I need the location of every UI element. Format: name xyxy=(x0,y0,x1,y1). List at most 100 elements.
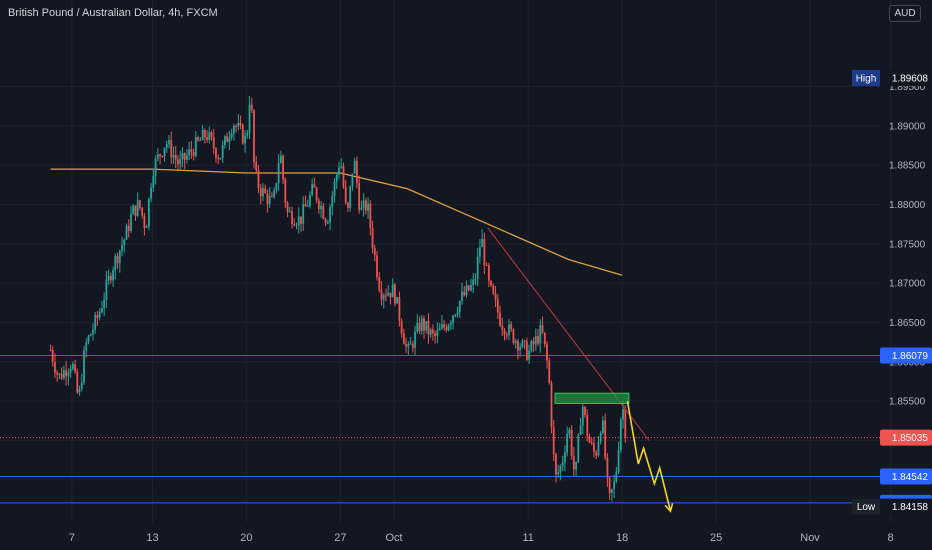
candle-body xyxy=(483,238,486,265)
candle-body xyxy=(132,205,135,215)
candle xyxy=(499,305,501,328)
price-axis-background xyxy=(880,0,932,550)
candle-body xyxy=(382,295,385,300)
candle xyxy=(141,207,144,220)
candle-body xyxy=(87,336,90,343)
candle-body xyxy=(523,340,526,342)
candle-body xyxy=(194,137,197,157)
candle xyxy=(423,315,425,340)
candle-body xyxy=(405,344,407,347)
candle-body xyxy=(496,299,499,313)
candle-body xyxy=(226,136,229,143)
currency-button[interactable]: AUD xyxy=(889,5,921,22)
low-label-bg xyxy=(852,498,880,515)
candle-body xyxy=(186,155,188,160)
candle-body xyxy=(534,335,537,345)
candle-body xyxy=(355,160,358,184)
candle-body xyxy=(80,382,83,390)
candle xyxy=(268,187,271,209)
y-tick-label: 1.86500 xyxy=(889,318,926,329)
candle-body xyxy=(613,481,616,490)
candle-body xyxy=(147,198,150,227)
candle-body xyxy=(125,225,128,240)
candle xyxy=(152,168,155,192)
candle xyxy=(71,361,74,371)
candle-body xyxy=(369,203,372,228)
candle xyxy=(107,269,110,285)
candle-body xyxy=(163,147,166,157)
candle xyxy=(201,125,204,141)
candle xyxy=(440,314,443,330)
candle xyxy=(617,441,620,474)
candle-body xyxy=(309,194,311,206)
candle-body xyxy=(340,166,343,168)
candle xyxy=(69,364,72,378)
candle xyxy=(420,315,423,335)
candle xyxy=(259,183,262,205)
candle-body xyxy=(257,170,260,188)
candle-body xyxy=(465,285,468,296)
time-axis[interactable]: 7 13 20 27 Oct 11 18 25 Nov 8 xyxy=(69,532,894,544)
candle xyxy=(449,320,452,330)
low-value: 1.84158 xyxy=(892,502,929,513)
candle-body xyxy=(322,206,325,219)
price-badge-bg xyxy=(880,347,932,364)
candle xyxy=(219,157,222,160)
moving-average xyxy=(50,168,623,276)
candle-body xyxy=(394,284,396,304)
candle xyxy=(523,339,526,350)
candle xyxy=(123,238,126,253)
candle xyxy=(570,425,573,460)
candle-body xyxy=(203,129,206,138)
candle-body xyxy=(499,312,501,326)
candle xyxy=(190,140,193,159)
candle xyxy=(183,152,186,170)
candle xyxy=(212,128,215,154)
high-label-bg xyxy=(852,70,880,87)
candle xyxy=(49,344,52,352)
candle-body xyxy=(519,346,522,351)
candle xyxy=(235,123,238,133)
annotations xyxy=(487,227,674,513)
candle-body xyxy=(333,181,336,196)
candle xyxy=(74,359,76,374)
candle-body xyxy=(275,183,278,191)
current-price-badge: 1.85035 xyxy=(880,429,932,446)
candle xyxy=(279,150,282,164)
candle xyxy=(525,337,528,361)
candle xyxy=(206,130,208,143)
x-tick-label: 25 xyxy=(710,532,722,544)
candle xyxy=(414,326,416,356)
candle-body xyxy=(387,292,390,296)
candle xyxy=(619,417,622,454)
candle xyxy=(606,453,609,487)
candle-body xyxy=(51,350,54,363)
candle-body xyxy=(584,406,586,416)
candle xyxy=(174,145,177,168)
high-price-badge: High 1.89608 xyxy=(852,70,932,87)
candle-body xyxy=(555,454,557,475)
candle xyxy=(432,324,434,341)
candle xyxy=(378,272,381,293)
candle xyxy=(613,474,616,498)
candle-body xyxy=(183,153,186,160)
candle-body xyxy=(564,452,566,463)
candle xyxy=(221,140,224,164)
candle xyxy=(490,279,492,288)
candle xyxy=(519,343,522,357)
candle-body xyxy=(230,133,233,138)
candle-body xyxy=(432,329,434,334)
candle-body xyxy=(170,140,173,158)
candle-body xyxy=(539,325,542,344)
candle-body xyxy=(123,239,126,246)
symbol-title[interactable]: British Pound / Australian Dollar, 4h, F… xyxy=(8,7,218,19)
candle xyxy=(593,436,595,458)
candle-body xyxy=(112,270,114,281)
candle xyxy=(125,223,128,240)
candle-body xyxy=(479,247,481,257)
candle-body xyxy=(597,442,600,456)
candle xyxy=(300,216,302,232)
candle-body xyxy=(139,200,141,208)
candle-body xyxy=(530,341,533,351)
